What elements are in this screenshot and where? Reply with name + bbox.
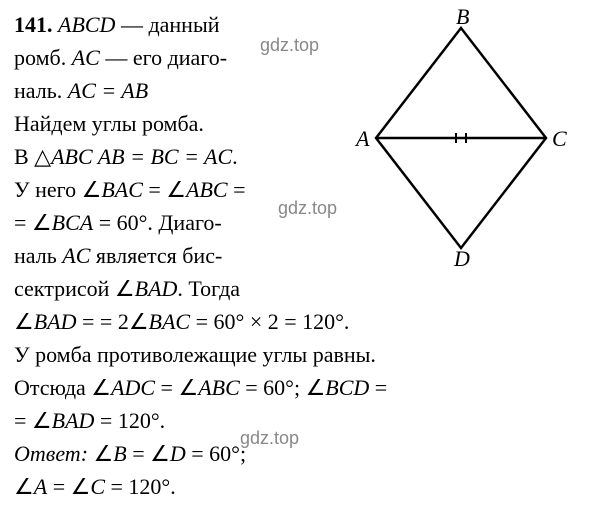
problem-number: 141. (14, 12, 53, 37)
line-5: В △ABC AB = BC = AC. (14, 140, 354, 173)
line-6: У него ∠BAC = ∠ABC = (14, 173, 354, 206)
line-14: Ответ: ∠B = ∠D = 60°; (14, 437, 586, 470)
rhombus-diagram: A B C D (346, 8, 576, 268)
line-4: Найдем углы ромба. (14, 107, 354, 140)
vertex-label-a: A (354, 126, 370, 151)
line-7: = ∠BCA = 60°. Диаго- (14, 206, 354, 239)
vertex-label-b: B (456, 8, 469, 29)
line-11: У ромба противолежащие углы равны. (14, 338, 586, 371)
line-8: наль AC является бис- (14, 239, 354, 272)
line-15: ∠A = ∠C = 120°. (14, 470, 586, 503)
line-10: ∠BAD = = 2∠BAC = 60° × 2 = 120°. (14, 305, 586, 338)
line-2: ромб. AC — его диаго- (14, 41, 354, 74)
line-12: Отсюда ∠ADC = ∠ABC = 60°; ∠BCD = (14, 371, 586, 404)
vertex-label-c: C (552, 126, 567, 151)
line-9: сектрисой ∠BAD. Тогда (14, 272, 354, 305)
line-3: наль. AC = AB (14, 74, 354, 107)
vertex-label-d: D (453, 246, 470, 268)
line-13: = ∠BAD = 120°. (14, 404, 586, 437)
line-1: 141. ABCD — данный (14, 8, 354, 41)
